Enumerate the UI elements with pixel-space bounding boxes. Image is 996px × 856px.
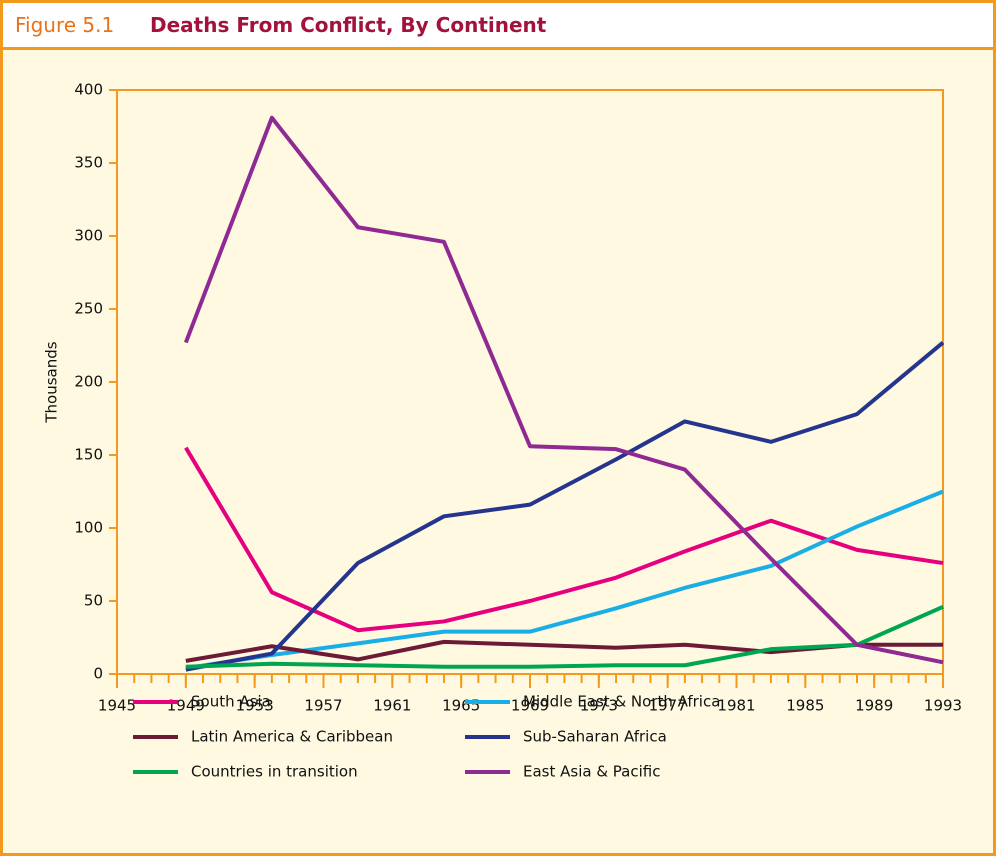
x-tick-label: 1973: [580, 697, 618, 715]
series-line: [185, 489, 944, 671]
y-tick-label: 0: [93, 665, 103, 683]
x-tick-label: 1953: [236, 697, 274, 715]
series-line: [185, 605, 944, 669]
header: Figure 5.1 Deaths From Conflict, By Cont…: [3, 3, 993, 50]
y-tick-label: 150: [74, 446, 103, 464]
series-line: [185, 341, 945, 672]
x-tick-label: 1977: [649, 697, 687, 715]
y-tick-label: 100: [74, 519, 103, 537]
y-tick-label: 200: [74, 373, 103, 391]
x-tick-label: 1965: [442, 697, 480, 715]
chart: Thousands 0 50 100 150 200 250 300 350 400 1945 19…: [43, 81, 963, 781]
x-tick-label: 1957: [304, 697, 342, 715]
x-tick-label: 1981: [717, 697, 755, 715]
y-tick-label: 50: [84, 592, 103, 610]
x-tick-label: 1985: [786, 697, 824, 715]
figure-label: Figure 5.1: [15, 13, 115, 37]
chart-title: Deaths From Conflict, By Continent: [150, 13, 547, 37]
legend-label: Countries in transition: [191, 763, 358, 781]
legend-label: East Asia & Pacific: [523, 763, 660, 781]
y-tick-label: 300: [74, 227, 103, 245]
legend-label: Latin America & Caribbean: [191, 728, 393, 746]
x-tick-label: 1961: [373, 697, 411, 715]
x-tick-label: 1989: [855, 697, 893, 715]
legend-label: Middle East & North Africa: [523, 693, 720, 711]
series-line: [184, 446, 944, 633]
series-line: [183, 115, 944, 665]
x-tick-label: 1969: [511, 697, 549, 715]
y-tick-label: 250: [74, 300, 103, 318]
x-tick-label: 1945: [98, 697, 136, 715]
y-axis-label: Thousands: [43, 341, 61, 423]
y-tick-label: 350: [74, 154, 103, 172]
y-tick-label: 400: [74, 81, 103, 99]
legend-label: Sub-Saharan Africa: [523, 728, 667, 746]
x-tick-label: 1993: [924, 697, 962, 715]
plot-area: [116, 89, 944, 675]
legend-label: South Asia: [191, 693, 271, 711]
